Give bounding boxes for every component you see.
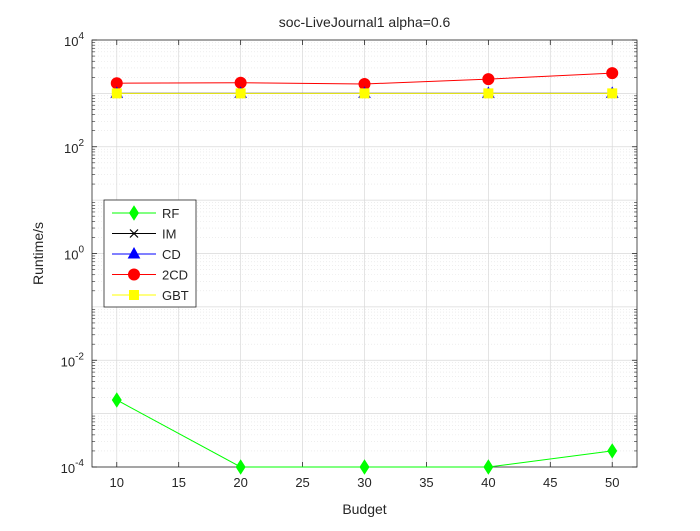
x-tick-label: 30 [357,475,371,490]
y-tick-label: 100 [64,245,84,263]
y-axis-label: Runtime/s [30,222,46,285]
legend-marker [128,268,140,281]
data-point [483,459,494,475]
data-point [607,443,618,459]
legend-entry: 2CD [112,268,188,283]
legend-marker [129,229,139,238]
legend-label: CD [162,247,181,262]
data-point [607,88,618,99]
y-tick-label: 10-2 [61,351,85,369]
x-tick-label: 45 [543,475,557,490]
x-stroke [129,229,139,238]
legend-entry: IM [112,227,176,242]
legend-label: RF [162,206,179,221]
data-point [235,88,246,99]
data-point [111,88,122,99]
legend-marker [129,205,139,221]
legend-marker [127,246,141,259]
y-tick-label: 10-4 [61,458,85,476]
x-tick-label: 35 [419,475,433,490]
chart-title: soc-LiveJournal1 alpha=0.6 [279,14,451,30]
x-tick-label: 50 [605,475,619,490]
series-rf [111,392,618,475]
y-tick-label: 104 [64,31,84,49]
x-tick-label: 25 [295,475,309,490]
series-gbt [111,88,618,99]
legend-marker [129,290,139,300]
data-point [482,73,495,86]
axes: 10 15 20 25 30 35 40 45 50 10-4 10-2 100 102 104 [61,31,638,490]
data-point [235,459,246,475]
x-tick-label: 15 [171,475,185,490]
x-tick-label: 40 [481,475,495,490]
data-point [606,67,619,80]
data-point [483,88,494,99]
x-tick-label: 20 [233,475,247,490]
data-point [359,88,370,99]
legend-entry: GBT [112,288,189,303]
legend-label: GBT [162,288,189,303]
legend-label: IM [162,227,176,242]
x-tick-label: 10 [110,475,124,490]
legend: RF IM CD 2CD GBT [103,199,197,308]
data-point [359,459,370,475]
legend-label: 2CD [162,268,188,283]
data-point [111,392,122,408]
legend-entry: CD [112,246,181,262]
y-tick-label: 102 [64,138,84,156]
x-axis-label: Budget [342,501,386,517]
series-layer [110,67,619,475]
legend-entry: RF [112,205,179,221]
